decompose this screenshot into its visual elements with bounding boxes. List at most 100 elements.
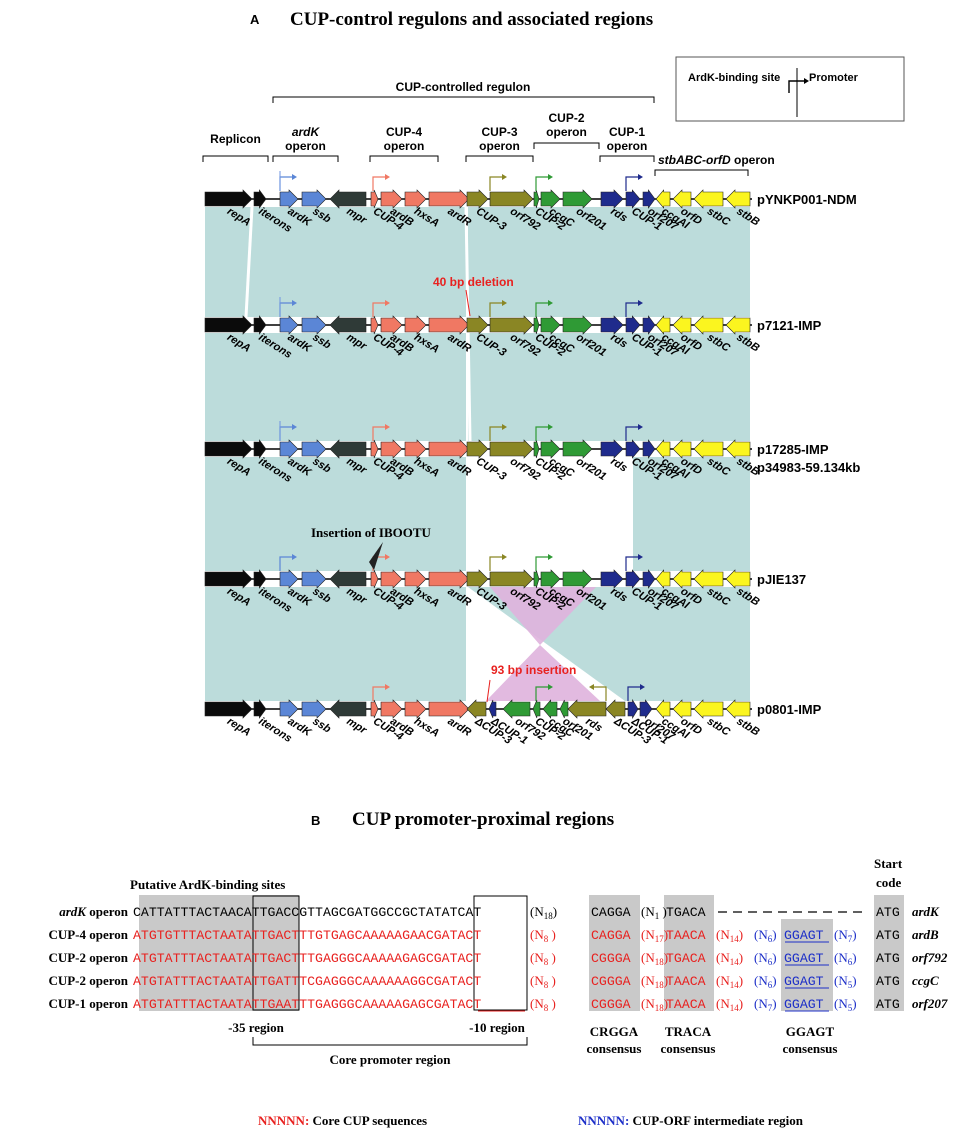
operon-label-cup1: CUP-1 (609, 125, 645, 139)
operon-name-gene: ardK (59, 904, 87, 919)
annotation-pointer (465, 289, 471, 317)
spacer-n5: (N5) (834, 973, 857, 990)
key-cup-orf: NNNNN: CUP-ORF intermediate region (578, 1113, 804, 1128)
gene-repA: repA (204, 699, 253, 739)
legend-promoter-label: Promoter (809, 72, 859, 84)
spacer-n3: (N14) (716, 950, 743, 967)
start-codon: ATG (876, 974, 900, 989)
sequence-row: CUP-1 operon ATGTATTTACTAATATTGAATTTGAGGG… (48, 996, 947, 1013)
spacer-n2: (N18) (641, 996, 668, 1013)
spacer-n4: (N6) (754, 950, 777, 967)
motif-traca: TAACA (666, 928, 706, 943)
motif-ggagt: GGAGT (784, 951, 824, 966)
motif-traca: TGACA (666, 951, 706, 966)
operon-bracket-cup2 (533, 142, 600, 149)
promoter-arrow-icon (535, 302, 548, 317)
seq-s5: GATACT (434, 951, 482, 966)
start-codon: ATG (876, 997, 900, 1012)
spacer-n2: (N18) (641, 950, 668, 967)
plasmid-name: pYNKP001-NDM (757, 192, 857, 207)
synteny-block (205, 587, 466, 701)
spacer-n1: (N18) (530, 904, 557, 921)
operon-label-cup2: CUP-2 (548, 111, 584, 125)
seq-s3: TTGACC (252, 905, 300, 920)
motif-crgga: CAGGA (591, 928, 631, 943)
promoter-arrowhead-icon (548, 684, 553, 690)
panel-b-title: CUP promoter-proximal regions (352, 809, 614, 830)
annotation-pointer (486, 679, 491, 703)
panel-a-title: CUP-control regulons and associated regi… (290, 9, 653, 30)
operon-brackets: Replicon ardKoperonCUP-4operonCUP-3operon… (202, 111, 775, 176)
key-core-cup: NNNNN: Core CUP sequences (258, 1113, 427, 1128)
core-promoter-label: Core promoter region (329, 1052, 451, 1067)
seq-s2: TATTTACTAATA (157, 974, 252, 989)
synteny-block (205, 333, 466, 441)
promoter-arrow-icon (535, 686, 548, 701)
operon-label-cup4: CUP-4 (386, 125, 422, 139)
operon-sublabel-ardk: operon (285, 139, 326, 153)
target-gene: orf207 (912, 996, 948, 1011)
promoter-arrowhead-icon (292, 424, 297, 430)
sequence-row: CUP-4 operon ATGTGTTTACTAATATTGACTTTGTGAG… (48, 927, 939, 944)
legend-arrowhead-icon (804, 78, 809, 84)
seq-s4: TTGAGGGCAAAAAGAGC (299, 951, 434, 966)
core-promoter-bracket (252, 1037, 528, 1046)
start-code-label-2: code (876, 875, 902, 890)
inversion-shading (486, 645, 600, 701)
legend-binding-label: ArdK-binding site (688, 72, 780, 84)
sequence-rows: ardK operon CATTATTTACTAACATTGACCGTTAGCGA… (48, 904, 947, 1013)
operon-sublabel-cup2: operon (546, 125, 587, 139)
operon-label-cup3: CUP-3 (481, 125, 517, 139)
promoter-arrow-icon (489, 556, 502, 571)
promoter-sequence: CATTATTTACTAACATTGACCGTTAGCGATGGCCGCTATA… (133, 905, 481, 920)
promoter-arrowhead-icon (502, 174, 507, 180)
sequence-row: CUP-2 operon ATGTATTTACTAATATTGACTTTGAGGG… (48, 950, 947, 967)
spacer-n3: (N14) (716, 927, 743, 944)
spacer-n1: (N8 ) (530, 927, 556, 944)
plasmid-name: pJIE137 (757, 572, 806, 587)
motif-crgga: CGGGA (591, 951, 631, 966)
start-codon: ATG (876, 905, 900, 920)
operon-label-stb-suffix: operon (731, 153, 775, 167)
seq-s2: TATTTACTAATA (157, 951, 252, 966)
motif-traca: TAACA (666, 974, 706, 989)
inversion-shading (490, 587, 596, 645)
seq-s5: GATACT (434, 974, 482, 989)
promoter-arrow-icon (489, 302, 502, 317)
operon-name: CUP-2 operon (48, 973, 128, 988)
operon-bracket-ardk (272, 155, 339, 162)
gene-label: ardR (445, 715, 473, 738)
synteny-block (468, 333, 750, 441)
plasmid-name: p7121-IMP (757, 318, 822, 333)
seq-s1: CAT (133, 905, 157, 920)
seq-s3: TTGACT (252, 951, 300, 966)
plasmid-name-2: p34983-59.134kb (757, 460, 860, 475)
operon-bracket-cup4 (369, 155, 439, 162)
spacer-n5: (N5) (834, 996, 857, 1013)
start-code-label-1: Start (874, 856, 903, 871)
operon-name: CUP-4 operon (48, 927, 128, 942)
promoter-arrow-icon (372, 176, 385, 191)
promoter-arrow-icon (594, 686, 607, 701)
operon-bracket-cup1 (599, 155, 655, 162)
promoter-arrowhead-icon (638, 300, 643, 306)
motif-traca: TAACA (666, 997, 706, 1012)
gene-label: rds (608, 455, 629, 474)
operon-label-ardk: ardK (292, 125, 321, 139)
gene-label: stbB (734, 715, 761, 738)
seq-s3: TTGACT (252, 928, 300, 943)
operon-bracket-cup3 (465, 155, 534, 162)
ggagt-consensus-l1: GGAGT (786, 1024, 835, 1039)
promoter-arrowhead-icon (548, 424, 553, 430)
plasmid-name: p17285-IMP (757, 442, 829, 457)
deletion-annotation: 40 bp deletion (433, 275, 514, 289)
motif-ggagt: GGAGT (784, 997, 824, 1012)
promoter-arrow-icon (535, 176, 548, 191)
crgga-consensus-l1: CRGGA (590, 1024, 639, 1039)
promoter-arrowhead-icon (640, 684, 645, 690)
panel-a-letter: A (250, 12, 260, 27)
promoter-arrowhead-icon (385, 684, 390, 690)
spacer-n2: (N18) (641, 973, 668, 990)
motif-ggagt: GGAGT (784, 928, 824, 943)
